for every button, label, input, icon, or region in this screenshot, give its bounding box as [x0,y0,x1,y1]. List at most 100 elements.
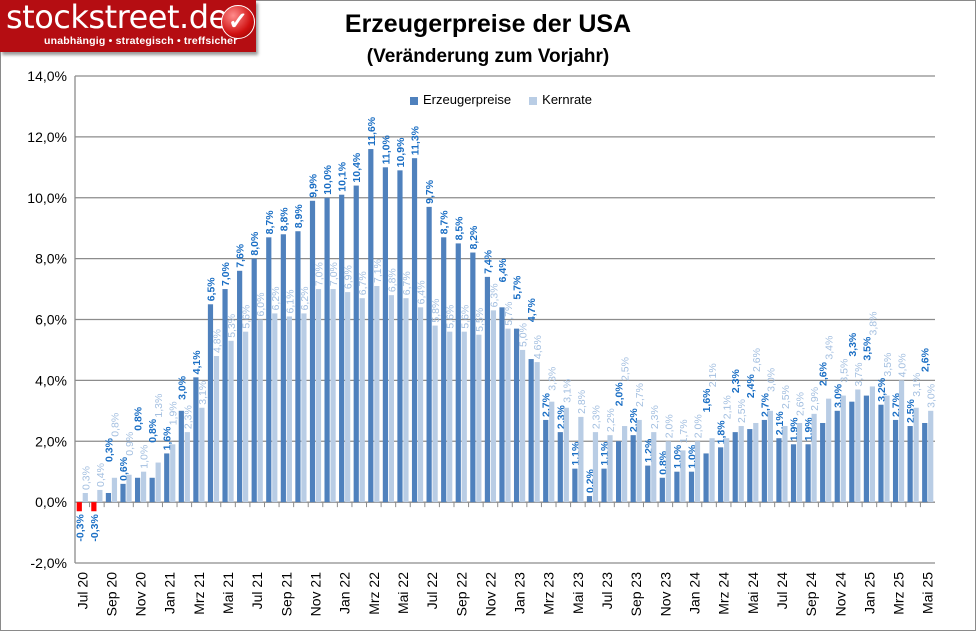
data-label: 2,1% [722,395,734,419]
bar-erzeugerpreise [222,289,228,503]
data-label: 3,3% [547,367,559,391]
bar-erzeugerpreise [616,441,622,503]
bar-kernrate [184,432,190,503]
data-label: 7,1% [372,259,384,283]
x-tick-label: Mrz 23 [541,572,557,615]
x-tick-label: Jul 22 [424,572,440,610]
data-label: 8,5% [453,216,465,241]
data-label: 1,8% [716,420,728,445]
bar-erzeugerpreise [397,170,403,503]
data-label: 10,0% [322,164,334,194]
data-label: 6,0% [255,293,267,317]
bar-erzeugerpreise [718,447,724,503]
bar-kernrate [272,313,278,503]
bar-erzeugerpreise [499,307,505,503]
data-label: 8,8% [278,207,290,232]
data-label: 5,8% [430,299,442,323]
bar-kernrate [286,316,292,503]
bar-kernrate [505,328,511,503]
bar-erzeugerpreise [470,252,476,503]
bar-kernrate [665,441,671,503]
data-label: 3,8% [867,312,879,336]
x-tick-label: Mai 22 [395,572,411,614]
data-label: 3,1% [197,381,209,405]
data-label: 0,3% [103,437,115,462]
bar-erzeugerpreise [324,197,330,503]
bar-kernrate [461,331,467,503]
x-tick-label: Jan 24 [686,572,702,614]
bar-kernrate [126,474,132,503]
data-label: 6,4% [416,280,428,304]
chart-subtitle: (Veränderung zum Vorjahr) [366,46,610,67]
data-label: 2,5% [620,357,632,381]
bar-erzeugerpreise [105,492,112,503]
data-label: 3,1% [561,379,573,403]
bar-kernrate [476,334,482,503]
data-label: 2,3% [182,405,194,429]
bar-kernrate [199,407,205,503]
data-label: 4,8% [211,329,223,353]
bar-erzeugerpreise [528,359,534,503]
bar-kernrate [607,435,613,503]
data-label: 2,3% [649,405,661,429]
bar-kernrate [738,426,744,503]
data-label: 10,1% [337,161,349,191]
data-label: 6,2% [270,286,282,310]
bar-kernrate [345,292,351,503]
bar-kernrate [243,331,249,503]
data-label: 5,7% [503,302,515,326]
bar-kernrate [97,489,103,503]
data-label: 6,7% [357,271,369,295]
bar-kernrate [432,325,438,503]
x-tick-label: Mrz 21 [191,572,207,615]
data-label: 2,3% [730,369,742,394]
x-tick-label: Mai 23 [570,572,586,614]
bar-erzeugerpreise [353,185,359,503]
data-label: 2,4% [745,373,757,398]
bar-kernrate [111,477,118,503]
data-label: 1,3% [153,394,165,418]
bar-erzeugerpreise [411,158,418,503]
bar-erzeugerpreise [309,200,316,503]
bar-kernrate [140,471,147,503]
bar-kernrate [826,398,832,503]
bar-erzeugerpreise [922,422,928,503]
x-tick-label: Jul 24 [774,572,790,610]
x-tick-label: Mai 21 [220,572,236,614]
data-label: 2,7% [759,392,771,417]
x-tick-label: Jan 23 [512,572,528,614]
bar-kernrate [490,310,497,503]
bar-erzeugerpreise [907,426,913,503]
bar-kernrate [155,462,161,503]
data-label: 6,5% [205,277,217,302]
data-label: 0,3% [80,466,92,490]
data-label: 0,8% [109,413,121,437]
y-tick-label: 10,0% [27,190,67,206]
bar-kernrate [82,492,88,503]
legend-label: Kernrate [542,92,593,107]
data-label: 0,8% [147,418,159,443]
bar-kernrate [811,413,817,503]
y-tick-label: 4,0% [35,372,67,388]
bar-erzeugerpreise [134,477,141,503]
data-label: 2,0% [663,414,675,438]
x-tick-label: Nov 20 [133,572,149,617]
bar-kernrate [913,407,919,503]
bar-kernrate [782,426,788,503]
data-label: 6,1% [284,290,296,314]
bar-erzeugerpreise [193,377,199,503]
data-label: 4,7% [526,297,538,322]
bar-kernrate [228,340,234,503]
bar-kernrate [855,389,861,503]
data-label: 9,7% [424,179,436,204]
x-tick-label: Mrz 25 [891,572,907,615]
bar-kernrate [359,298,365,503]
x-tick-label: Jul 20 [74,572,90,610]
y-tick-label: 6,0% [35,312,67,328]
bar-erzeugerpreise [834,410,840,503]
data-label: 6,7% [401,271,413,295]
bar-kernrate [213,356,220,503]
bar-erzeugerpreise [543,419,549,503]
bar-kernrate [301,313,307,503]
x-tick-label: Mai 24 [745,572,761,614]
